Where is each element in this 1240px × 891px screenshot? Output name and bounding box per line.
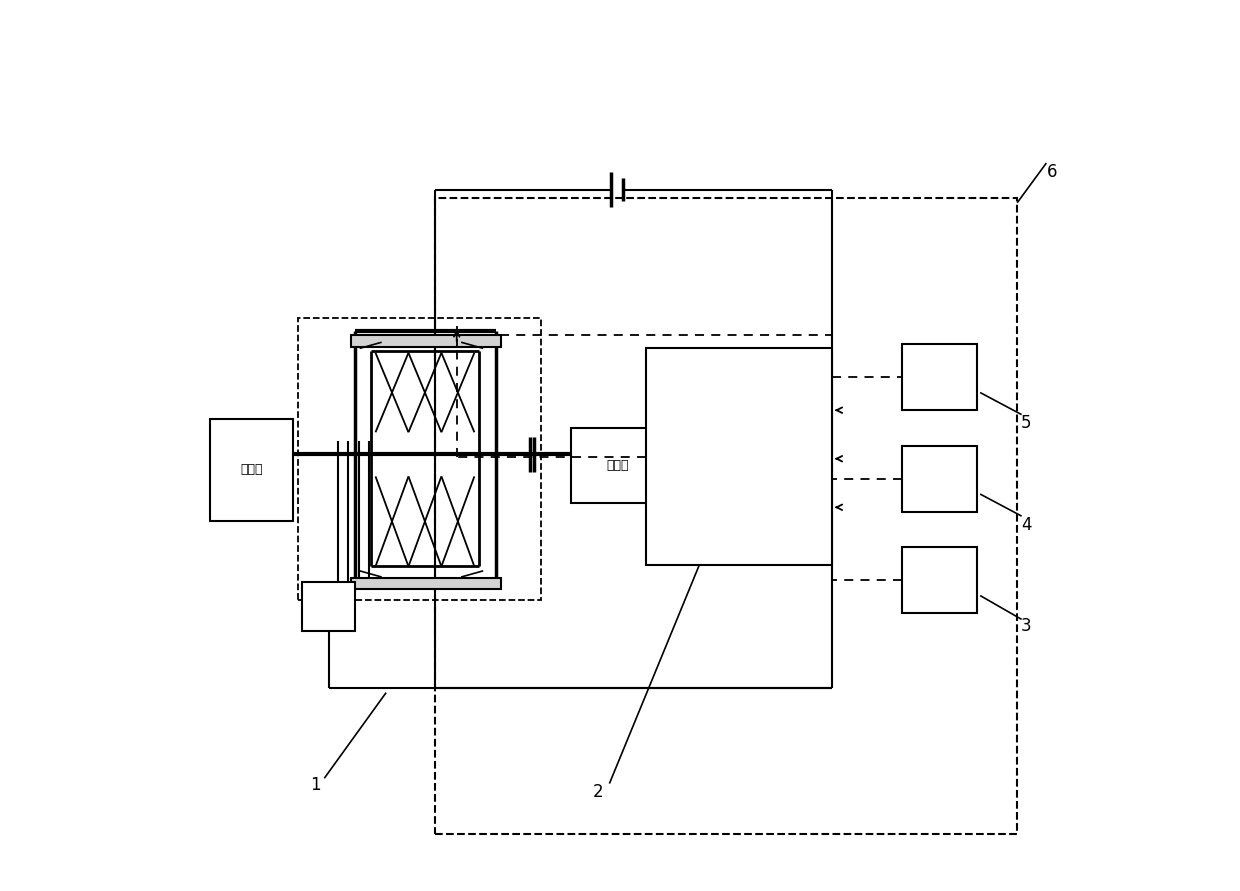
Bar xyxy=(646,348,832,565)
Bar xyxy=(298,317,541,600)
Text: 1: 1 xyxy=(310,776,321,795)
Bar xyxy=(351,335,501,347)
Bar xyxy=(903,547,977,613)
Bar xyxy=(572,428,665,503)
Bar xyxy=(435,199,1017,834)
Text: 3: 3 xyxy=(1021,617,1032,635)
Text: 发动机: 发动机 xyxy=(241,463,263,477)
Bar xyxy=(903,446,977,511)
Bar xyxy=(903,344,977,410)
Text: 6: 6 xyxy=(1048,163,1058,181)
Bar xyxy=(303,583,355,631)
Text: 2: 2 xyxy=(593,782,603,800)
Text: 5: 5 xyxy=(1021,414,1032,432)
Bar xyxy=(351,578,501,589)
Bar xyxy=(210,419,294,520)
Text: 4: 4 xyxy=(1021,516,1032,534)
Text: 转向泵: 转向泵 xyxy=(606,459,629,472)
